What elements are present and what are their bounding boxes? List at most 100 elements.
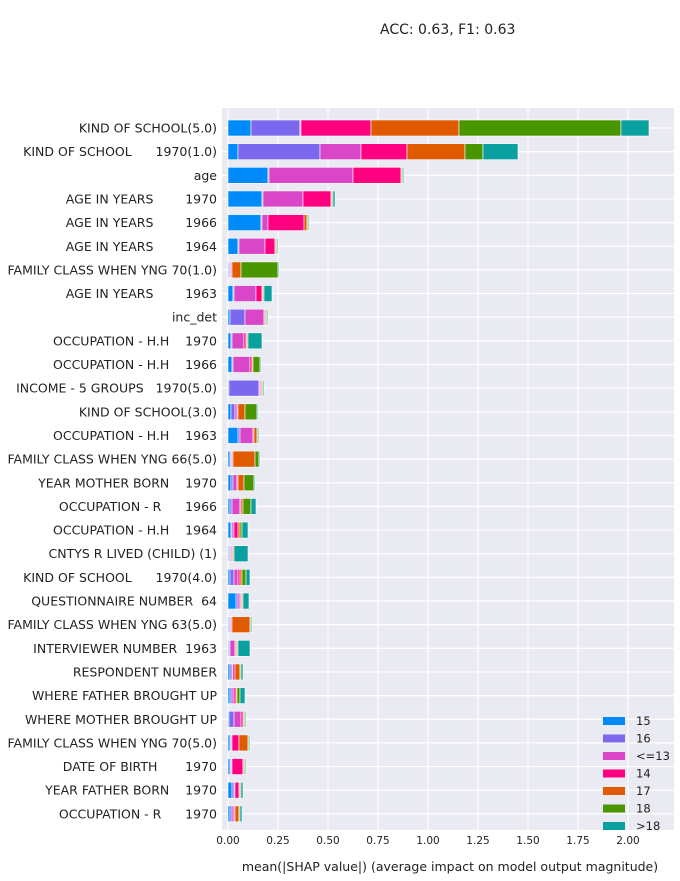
bar-segment [352, 167, 402, 184]
bar-segment [227, 805, 231, 823]
bar-segment [300, 119, 372, 137]
category-label: AGE IN YEARS 1963 [66, 286, 217, 301]
bar-segment [229, 569, 235, 586]
bar-segment [227, 119, 252, 137]
bar-segment [240, 261, 279, 279]
category-label: AGE IN YEARS 1966 [66, 215, 217, 230]
bar-segment [227, 521, 232, 539]
bar-segment [231, 261, 242, 279]
bar-segment [227, 356, 233, 373]
bar-segment [264, 237, 276, 255]
bar-segment [482, 143, 519, 160]
bar-segment [232, 663, 236, 681]
category-label: DATE OF BIRTH 1970 [63, 759, 217, 774]
bar-segment [231, 498, 241, 515]
bar-segment [227, 237, 239, 255]
bar-segment [257, 427, 260, 444]
bar-segment [240, 498, 244, 515]
bar-segment [243, 332, 247, 350]
category-label: CNTYS R LIVED (CHILD) (1) [49, 546, 217, 561]
bar-segment [266, 308, 269, 326]
bar-segment [231, 758, 244, 775]
bar-segment [239, 569, 243, 586]
bar-segment [263, 285, 273, 302]
category-label: KIND OF SCHOOL(3.0) [79, 404, 217, 419]
bar-segment [237, 474, 245, 492]
bar-segment [244, 403, 258, 421]
bar-segment [240, 781, 244, 799]
bar-segment [242, 498, 252, 515]
bar-segment [253, 427, 258, 444]
bar-segment [227, 758, 231, 775]
bar-segment [227, 687, 231, 704]
bar-segment [464, 143, 484, 160]
legend-label: 14 [636, 767, 651, 781]
bar-segment [227, 214, 262, 231]
bar-segment [245, 569, 251, 586]
bar-segment [239, 805, 243, 823]
bar-segment [243, 474, 255, 492]
legend: 15 16 <=13 14 17 18 >18 [603, 714, 670, 833]
legend-label: 17 [636, 784, 651, 798]
bar-segment [227, 663, 231, 681]
bar-segment [250, 616, 253, 633]
bar-segment [250, 119, 301, 137]
bar-segment [236, 687, 241, 704]
category-label: INCOME - 5 GROUPS 1970(5.0) [16, 381, 217, 396]
bar-segment [237, 521, 241, 539]
category-label: QUESTIONNAIRE NUMBER 64 [31, 594, 217, 609]
bar-segment [402, 167, 405, 184]
legend-label: >18 [636, 819, 660, 833]
bar-segment [233, 710, 242, 728]
bar-segment [229, 498, 233, 515]
bar-segment [239, 427, 254, 444]
bar-segment [239, 687, 246, 704]
bar-segment [247, 332, 263, 350]
bar-segment [229, 663, 233, 681]
category-label: OCCUPATION - R 1970 [59, 806, 217, 821]
bar-segment [239, 521, 243, 539]
bar-segment [261, 214, 269, 231]
bar-segment [307, 214, 310, 231]
bar-segment [228, 379, 260, 397]
bar-segment [267, 214, 305, 231]
bar-segment [231, 734, 240, 752]
bar-segment [227, 474, 232, 492]
bar-segment [458, 119, 622, 137]
x-tick-label: 0.25 [266, 835, 289, 847]
category-label: INTERVIEWER NUMBER 1963 [33, 641, 217, 656]
bar-segment [232, 356, 251, 373]
x-tick-label: 2.00 [616, 835, 639, 847]
x-tick-labels: 0.00 0.25 0.50 0.75 1.00 1.25 1.50 1.75 2.00 [216, 835, 639, 847]
category-label: FAMILY CLASS WHEN YNG 66(5.0) [7, 452, 217, 467]
bar-segment [259, 356, 262, 373]
bar-segment [227, 450, 231, 468]
bar-segment [231, 687, 235, 704]
bar-segment [227, 498, 231, 515]
category-label: inc_det [172, 310, 217, 325]
bar-segment [234, 805, 240, 823]
bar-segment [237, 639, 251, 657]
bar-segment [255, 285, 263, 302]
bar-segment [256, 403, 259, 421]
bar-segment [227, 781, 233, 799]
bar-segment [227, 403, 232, 421]
bar-segment [238, 237, 266, 255]
bar-segment [233, 569, 239, 586]
bar-segment [406, 143, 466, 160]
bar-segment [332, 190, 336, 208]
bar-segment [227, 167, 269, 184]
category-label: WHERE FATHER BROUGHT UP [32, 688, 218, 703]
bar-segment [232, 450, 256, 468]
bar-segment [262, 379, 265, 397]
legend-swatch [603, 769, 625, 778]
category-label: OCCUPATION - H.H 1964 [53, 523, 217, 538]
bar-segment [244, 710, 247, 728]
bar-segment [238, 734, 249, 752]
legend-swatch [603, 787, 625, 795]
bar-segment [229, 639, 236, 657]
bar-segment [231, 521, 235, 539]
x-tick-label: 1.50 [516, 835, 539, 847]
y-tick-labels: KIND OF SCHOOL(5.0) KIND OF SCHOOL 1970(1… [7, 121, 217, 822]
